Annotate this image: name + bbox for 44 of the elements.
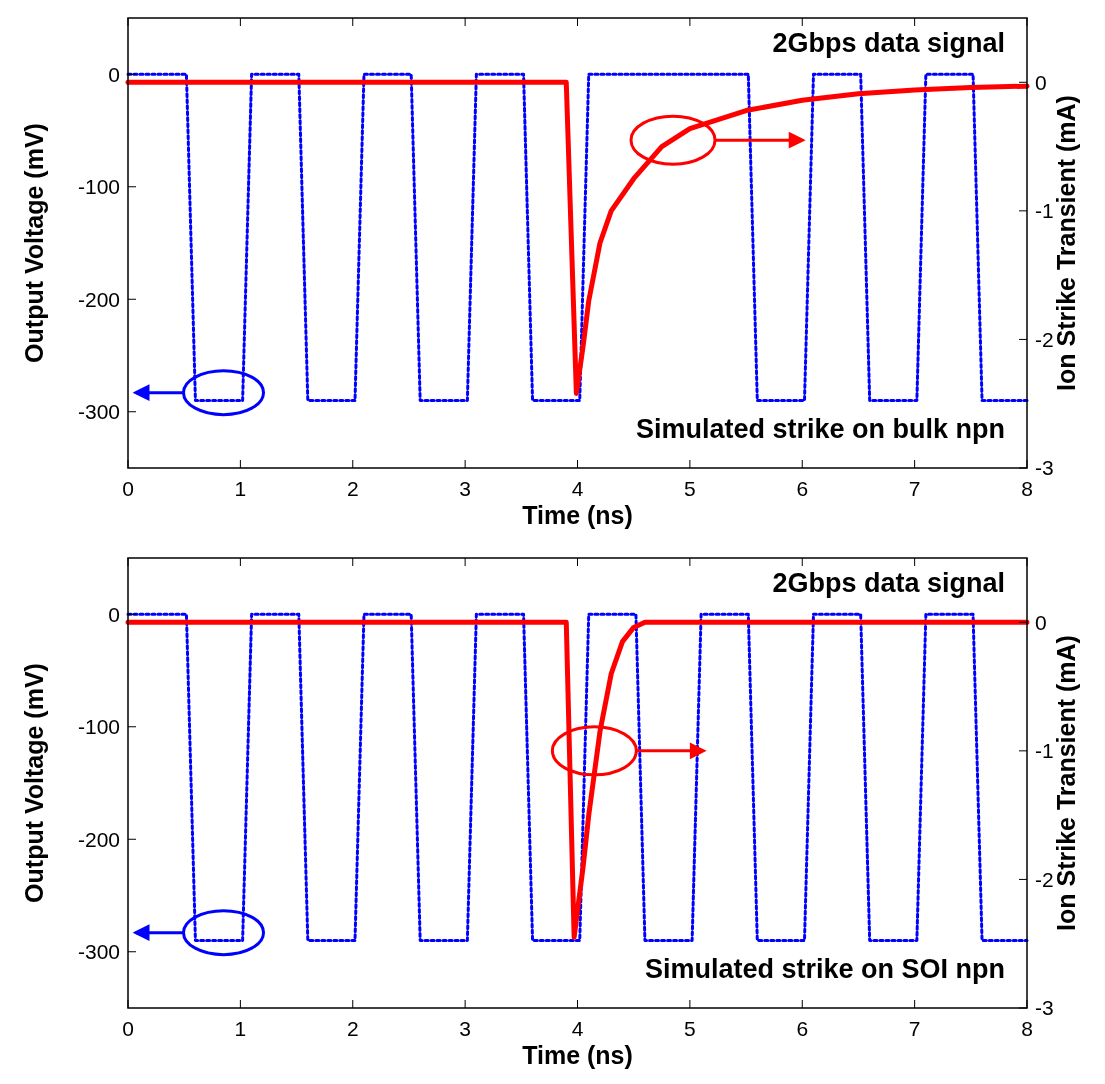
y2-tick-label: -3 xyxy=(1035,996,1054,1020)
x-tick-label: 5 xyxy=(684,1017,696,1040)
x-tick-label: 3 xyxy=(459,477,471,500)
x-tick-label: 8 xyxy=(1021,477,1033,500)
x-tick-label: 7 xyxy=(908,477,921,500)
y-tick-label: -200 xyxy=(77,827,120,851)
x-axis-title: Time (ns) xyxy=(522,1041,633,1069)
y-tick-label: -300 xyxy=(77,940,120,964)
y2-axis-title: Ion Strike Transient (mA) xyxy=(1052,95,1080,391)
x-tick-label: 3 xyxy=(459,1017,471,1040)
y2-tick-label: -2 xyxy=(1035,867,1054,891)
y-tick-label: -100 xyxy=(77,175,120,199)
x-tick-label: 6 xyxy=(796,1017,809,1040)
y2-tick-label: 0 xyxy=(1035,610,1047,634)
y2-tick-label: -1 xyxy=(1035,739,1054,763)
x-tick-label: 0 xyxy=(122,477,134,500)
x-axis-title: Time (ns) xyxy=(522,501,633,529)
x-tick-label: 2 xyxy=(346,1017,359,1040)
annotation: 2Gbps data signal xyxy=(772,28,1005,58)
x-tick-label: 6 xyxy=(796,477,809,500)
x-tick-label: 1 xyxy=(234,1017,247,1040)
x-tick-label: 4 xyxy=(571,1017,584,1040)
annotation: 2Gbps data signal xyxy=(772,568,1005,598)
x-tick-label: 2 xyxy=(346,477,359,500)
x-tick-label: 1 xyxy=(234,477,247,500)
y2-tick-label: -2 xyxy=(1035,327,1054,351)
x-tick-label: 7 xyxy=(908,1017,921,1040)
y2-tick-label: 0 xyxy=(1035,70,1047,94)
y-tick-label: 0 xyxy=(108,62,120,86)
y-axis-title: Output Voltage (mV) xyxy=(20,123,48,363)
x-tick-label: 4 xyxy=(571,477,584,500)
x-tick-label: 8 xyxy=(1021,1017,1033,1040)
y-axis-title: Output Voltage (mV) xyxy=(20,663,48,903)
y-tick-label: -200 xyxy=(77,287,120,311)
annotation: Simulated strike on SOI npn xyxy=(644,954,1005,984)
y-tick-label: -300 xyxy=(77,400,120,424)
annotation: Simulated strike on bulk npn xyxy=(635,414,1005,444)
y2-tick-label: -1 xyxy=(1035,199,1054,223)
y-tick-label: -100 xyxy=(77,715,120,739)
y2-tick-label: -3 xyxy=(1035,456,1054,480)
x-tick-label: 0 xyxy=(122,1017,134,1040)
y-tick-label: 0 xyxy=(108,602,120,626)
y2-axis-title: Ion Strike Transient (mA) xyxy=(1052,635,1080,931)
x-tick-label: 5 xyxy=(684,477,696,500)
